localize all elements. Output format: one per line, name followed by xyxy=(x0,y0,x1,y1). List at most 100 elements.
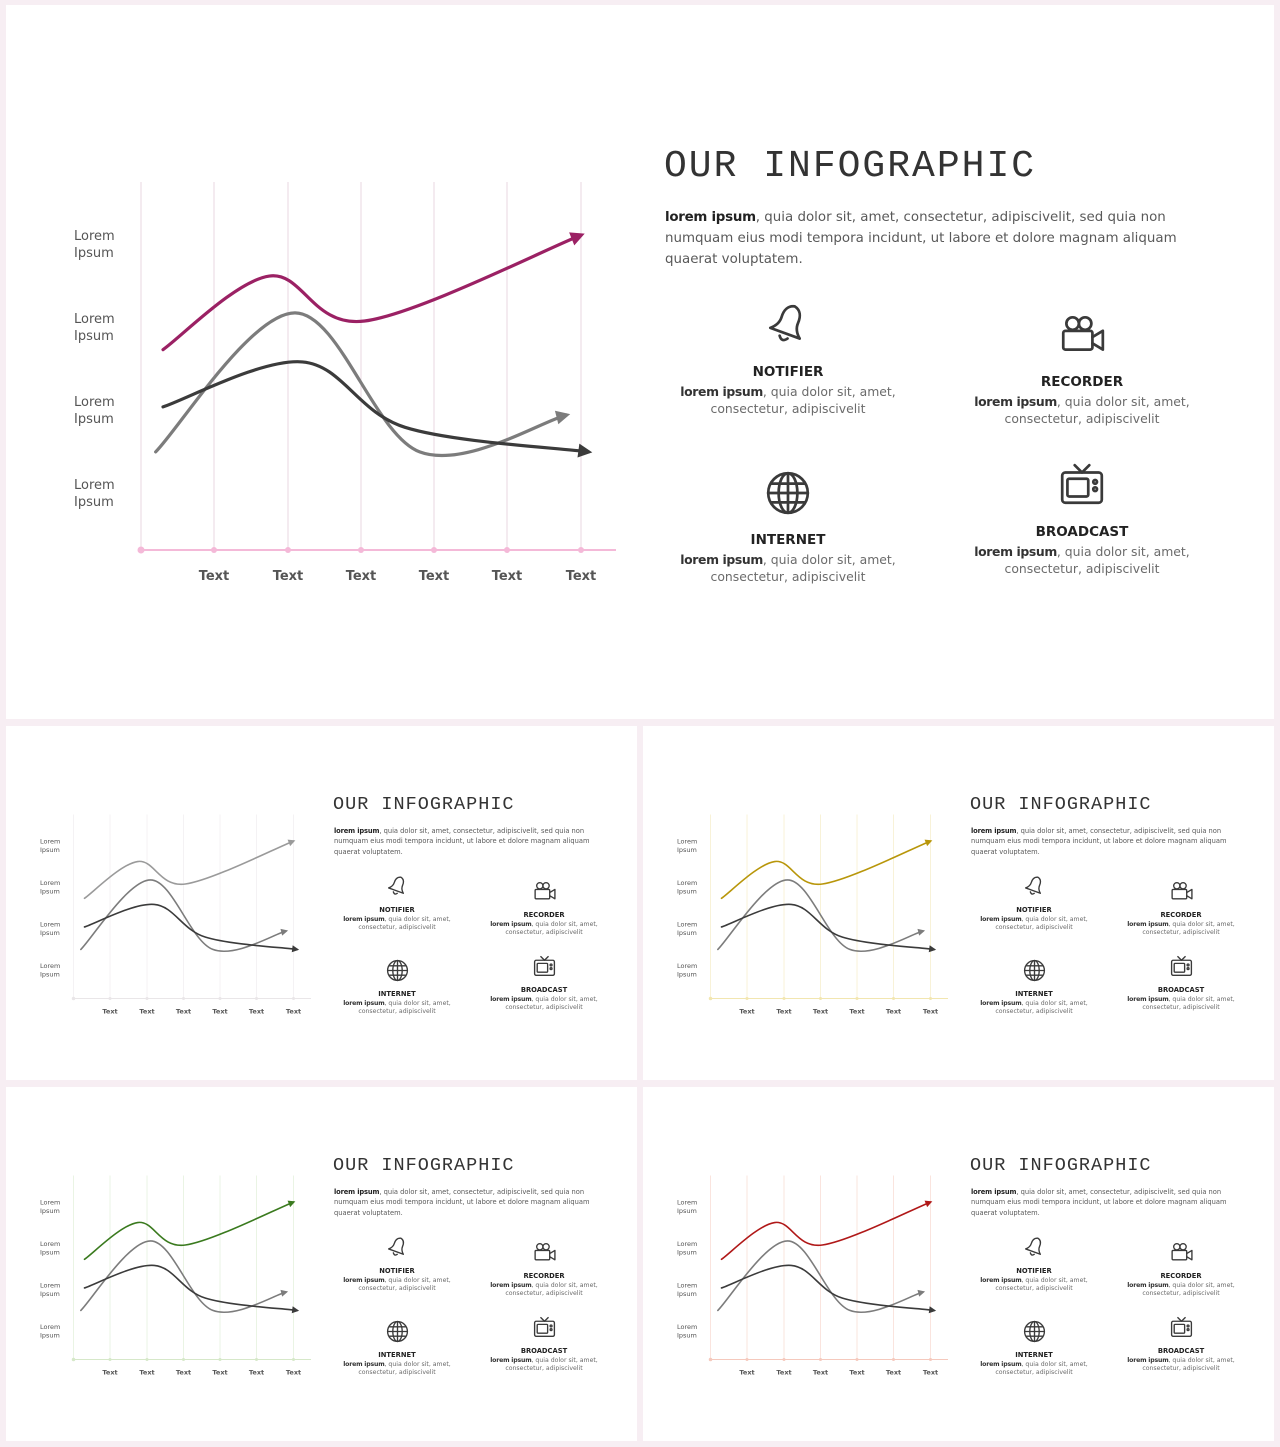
y-axis-label: Ipsum xyxy=(40,846,60,854)
axis-tick-dot xyxy=(292,997,295,1000)
feature-description-bold: lorem ipsum xyxy=(343,915,385,923)
description-bold: lorem ipsum xyxy=(334,1188,380,1196)
feature-description: lorem ipsum, quia dolor sit, amet, conse… xyxy=(337,1361,457,1378)
line-chart: LoremIpsumLoremIpsumLoremIpsumLoremIpsum… xyxy=(74,182,616,584)
y-axis-label: Lorem xyxy=(40,838,60,846)
axis-tick-dot xyxy=(218,997,222,1000)
x-axis-label: Text xyxy=(739,1369,754,1377)
feature-recorder: RECORDER lorem ipsum, quia dolor sit, ame… xyxy=(1121,1240,1241,1299)
globe-icon xyxy=(766,471,810,515)
series-arrowhead xyxy=(554,410,571,425)
axis-tick-dot xyxy=(578,547,584,553)
series-line xyxy=(720,840,932,900)
feature-description-bold: lorem ipsum xyxy=(974,394,1057,409)
series-arrowhead xyxy=(924,1200,933,1208)
bell-icon xyxy=(387,1236,404,1256)
feature-broadcast: BROADCAST lorem ipsum, quia dolor sit, am… xyxy=(1121,1315,1241,1374)
feature-internet: INTERNET lorem ipsum, quia dolor sit, ame… xyxy=(337,1319,457,1378)
y-axis-label: Ipsum xyxy=(40,971,60,979)
axis-tick-dot xyxy=(285,547,291,553)
feature-broadcast: BROADCAST lorem ipsum, quia dolor sit, am… xyxy=(1121,954,1241,1013)
feature-title: BROADCAST xyxy=(520,985,568,994)
series-line xyxy=(720,1201,932,1261)
y-axis-label: Lorem xyxy=(677,879,697,887)
feature-recorder: RECORDER lorem ipsum, quia dolor sit, ame… xyxy=(484,1240,604,1299)
feature-description-text: , quia dolor sit, amet, consectetur, adi… xyxy=(1004,544,1190,576)
series-arrowhead xyxy=(917,1289,926,1297)
x-axis-label: Text xyxy=(212,1369,227,1377)
tv-icon xyxy=(1060,463,1104,505)
x-axis-label: Text xyxy=(176,1369,191,1377)
series-line xyxy=(154,311,568,458)
y-axis-label: Lorem xyxy=(40,1323,60,1331)
x-axis-label: Text xyxy=(212,1008,227,1016)
y-axis-label: Ipsum xyxy=(677,846,697,854)
feature-description: lorem ipsum, quia dolor sit, amet, conse… xyxy=(974,1277,1094,1294)
axis-tick-dot xyxy=(358,547,364,553)
slide-title: OUR INFOGRAPHIC xyxy=(664,145,1037,188)
line-chart: LoremIpsumLoremIpsumLoremIpsumLoremIpsum… xyxy=(40,814,311,1016)
y-axis-label: Lorem xyxy=(677,1323,697,1331)
x-axis-label: Text xyxy=(102,1008,117,1016)
feature-title: RECORDER xyxy=(1160,910,1202,919)
feature-title: NOTIFIER xyxy=(379,905,415,914)
slide-description: lorem ipsum, quia dolor sit, amet, conse… xyxy=(334,1187,609,1218)
feature-description: lorem ipsum, quia dolor sit, amet, conse… xyxy=(974,1361,1094,1378)
chart-plot: LoremIpsumLoremIpsumLoremIpsumLoremIpsum… xyxy=(677,814,948,1016)
series-line xyxy=(161,233,583,352)
y-axis-label: Ipsum xyxy=(677,929,697,937)
video-camera-icon xyxy=(533,881,556,899)
series-arrowhead xyxy=(928,1306,937,1314)
x-axis-label: Text xyxy=(566,569,597,584)
feature-description: lorem ipsum, quia dolor sit, amet, conse… xyxy=(962,394,1202,427)
y-axis-label: Ipsum xyxy=(677,1249,697,1257)
feature-description-text: , quia dolor sit, amet, consectetur, adi… xyxy=(710,384,896,416)
feature-title: RECORDER xyxy=(1040,374,1124,390)
x-axis-label: Text xyxy=(249,1369,264,1377)
series-arrowhead xyxy=(569,232,585,246)
feature-description-text: , quia dolor sit, amet, consectetur, adi… xyxy=(358,1276,451,1292)
y-axis-label: Lorem xyxy=(40,962,60,970)
feature-description: lorem ipsum, quia dolor sit, amet, conse… xyxy=(484,921,604,938)
slide-title: OUR INFOGRAPHIC xyxy=(970,794,1152,815)
feature-description: lorem ipsum, quia dolor sit, amet, conse… xyxy=(668,552,908,585)
x-axis-label: Text xyxy=(813,1369,828,1377)
feature-title: INTERNET xyxy=(378,1350,416,1359)
feature-description: lorem ipsum, quia dolor sit, amet, conse… xyxy=(1121,1282,1241,1299)
description-text: , quia dolor sit, amet, consectetur, adi… xyxy=(971,827,1227,856)
x-axis-label: Text xyxy=(139,1369,154,1377)
x-axis-label: Text xyxy=(176,1008,191,1016)
axis-tick-dot xyxy=(708,996,713,1001)
slide-main: Lorem Ipsum Lorem Ipsum Lorem Ipsum Lorem Ipsum… xyxy=(6,5,1274,719)
description-bold: lorem ipsum xyxy=(971,827,1017,835)
globe-icon xyxy=(1023,959,1045,981)
y-axis-label: Ipsum xyxy=(74,329,114,344)
feature-description-text: , quia dolor sit, amet, consectetur, adi… xyxy=(1142,1281,1235,1297)
feature-internet: INTERNET lorem ipsum, quia dolor sit, ame… xyxy=(337,958,457,1017)
slide-title: OUR INFOGRAPHIC xyxy=(333,794,515,815)
slide-green: Lorem Ipsum Lorem Ipsum Lorem Ipsum Lorem Ipsum… xyxy=(6,1087,637,1441)
feature-notifier: NOTIFIER lorem ipsum, quia dolor sit, ame… xyxy=(337,1235,457,1294)
series-line xyxy=(83,903,298,951)
bell-icon xyxy=(1024,1236,1041,1256)
feature-title: BROADCAST xyxy=(1157,1346,1205,1355)
series-arrowhead xyxy=(291,945,300,953)
x-axis-label: Text xyxy=(346,569,377,584)
feature-description: lorem ipsum, quia dolor sit, amet, conse… xyxy=(484,1357,604,1374)
axis-tick-dot xyxy=(71,1357,76,1362)
series-arrowhead xyxy=(577,443,593,458)
feature-description: lorem ipsum, quia dolor sit, amet, conse… xyxy=(484,996,604,1013)
y-axis-label: Lorem xyxy=(40,879,60,887)
feature-description: lorem ipsum, quia dolor sit, amet, conse… xyxy=(974,916,1094,933)
description-text: , quia dolor sit, amet, consectetur, adi… xyxy=(334,827,590,856)
tv-icon xyxy=(533,955,555,976)
feature-description-text: , quia dolor sit, amet, consectetur, adi… xyxy=(995,915,1088,931)
feature-description-bold: lorem ipsum xyxy=(974,544,1057,559)
video-camera-icon xyxy=(1170,1242,1193,1260)
axis-tick-dot xyxy=(137,546,145,554)
y-axis-label: Ipsum xyxy=(677,971,697,979)
series-arrowhead xyxy=(928,945,937,953)
axis-tick-dot xyxy=(218,1358,222,1361)
feature-broadcast: BROADCAST lorem ipsum, quia dolor sit, am… xyxy=(484,1315,604,1374)
feature-recorder: RECORDER lorem ipsum, quia dolor sit, ame… xyxy=(1121,879,1241,938)
